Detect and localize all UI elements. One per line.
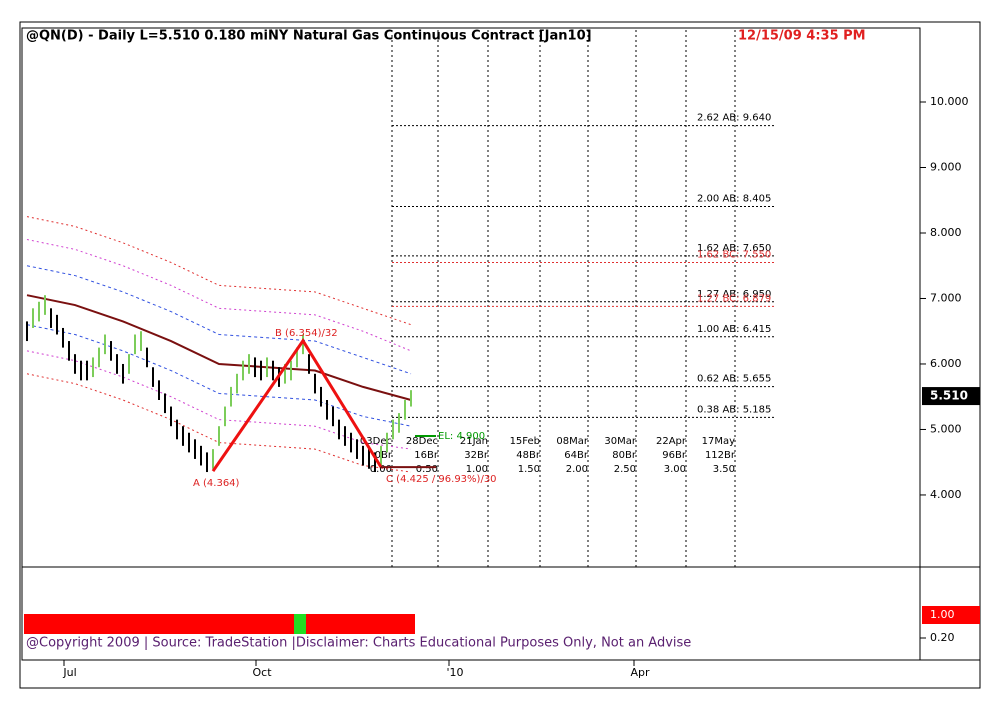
projection-date: 03Dec (360, 436, 392, 447)
fib-level-label: 1.62 BC: 7.550 (697, 249, 771, 260)
projection-ratio: 2.00 (566, 464, 588, 475)
projection-date: 17May (702, 436, 735, 447)
projection-bars: 96Br (662, 450, 687, 461)
indicator-tick-label: 0.20 (930, 631, 955, 644)
fib-level-label: 1.62 AB: 7.650 (697, 243, 771, 254)
pattern-label: B (6.354)/32 (275, 328, 338, 339)
indicator-last-label: 1.00 (930, 608, 955, 621)
last-price-box (922, 387, 980, 406)
fib-level-label: 2.00 AB: 8.405 (697, 193, 771, 204)
y-tick-label: 8.000 (930, 226, 962, 239)
y-tick-label: 4.000 (930, 488, 962, 501)
x-tick-label: Apr (630, 666, 650, 679)
abc-pattern (211, 338, 383, 472)
chart-title: @QN(D) - Daily L=5.510 0.180 miNY Natura… (26, 29, 592, 44)
x-tick-label: '10 (446, 666, 463, 679)
projection-date: 21Jan (460, 436, 488, 447)
indicator-last-box (922, 606, 980, 624)
x-tick-label: Oct (252, 666, 272, 679)
projection-ratio: 2.50 (614, 464, 636, 475)
y-tick-label: 6.000 (930, 357, 962, 370)
fib-level-label: 1.00 AB: 6.415 (697, 324, 771, 335)
footer: @Copyright 2009 | Source: TradeStation |… (26, 636, 691, 651)
projection-bars: 16Br (414, 450, 439, 461)
pattern-label: C (4.425 / 96.93%)/30 (386, 474, 497, 485)
band-line (26, 350, 412, 450)
projection-date: 22Apr (656, 436, 687, 447)
band-line (26, 294, 412, 401)
projection-bars: 64Br (564, 450, 589, 461)
projection-date: 28Dec (406, 436, 438, 447)
y-tick-label: 9.000 (930, 160, 962, 173)
projection-ratio: 0.50 (416, 464, 438, 475)
y-tick-label: 7.000 (930, 291, 962, 304)
projection-bars: 32Br (464, 450, 489, 461)
projection-bars: 0Br (375, 450, 393, 461)
x-tick-label: Jul (62, 666, 76, 679)
projection-ratio: 1.00 (466, 464, 488, 475)
projection-bars: 112Br (705, 450, 736, 461)
fib-level-label: 0.38 AB: 5.185 (697, 404, 771, 415)
y-tick-label: 10.000 (930, 95, 969, 108)
band-line (26, 373, 412, 473)
projection-date: 30Mar (604, 436, 636, 447)
projection-date: 08Mar (556, 436, 588, 447)
projection-bars: 48Br (516, 450, 541, 461)
fib-level-label: 1.27 AB: 6.950 (697, 289, 771, 300)
frame (19, 21, 981, 689)
entry-label: EL: 4.900 (438, 431, 485, 442)
fib-level-label: 2.62 AB: 9.640 (697, 113, 771, 124)
band-line (26, 324, 412, 427)
band-line (26, 265, 412, 375)
y-tick-label: 5.000 (930, 422, 962, 435)
indicator-signal (300, 614, 306, 634)
band-line (26, 216, 412, 326)
projection-ratio: 3.50 (713, 464, 735, 475)
projection-ratio: 0.00 (370, 464, 392, 475)
projection-ratio: 1.50 (518, 464, 540, 475)
indicator-band (24, 614, 415, 634)
last-price-label: 5.510 (930, 389, 968, 403)
fib-level-label: 1.27 BC: 6.879 (697, 293, 771, 304)
projection-ratio: 3.00 (664, 464, 686, 475)
pattern-label: A (4.364) (193, 478, 240, 489)
fib-level-label: 0.62 AB: 5.655 (697, 374, 771, 385)
band-line (26, 239, 412, 352)
indicator-signal (294, 614, 300, 634)
projection-bars: 80Br (612, 450, 637, 461)
projection-date: 15Feb (510, 436, 540, 447)
timestamp: 12/15/09 4:35 PM (738, 29, 866, 44)
